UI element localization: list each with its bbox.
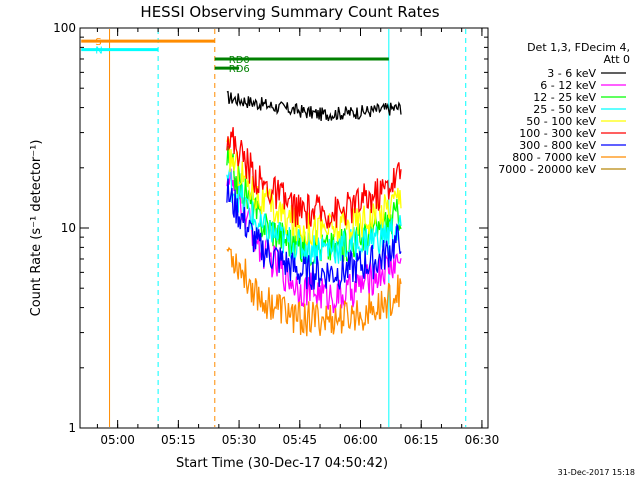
series-line-7 (226, 246, 402, 337)
legend-label-6: 300 - 800 keV (519, 139, 596, 152)
annotation-label-2: RD0 (229, 55, 250, 66)
legend-label-3: 25 - 50 keV (533, 103, 596, 116)
legend-label-0: 3 - 6 keV (547, 67, 596, 80)
y-tick-label-1: 10 (61, 221, 76, 235)
series-line-0 (226, 90, 402, 122)
y-axis-label: Count Rate (s⁻¹ detector⁻¹) (29, 140, 44, 317)
legend-label-5: 100 - 300 keV (519, 127, 596, 140)
x-tick-label-2: 05:30 (222, 433, 257, 447)
chart-title: HESSI Observing Summary Count Rates (140, 3, 439, 21)
series-line-5 (226, 127, 402, 229)
legend-label-7: 800 - 7000 keV (512, 151, 596, 164)
legend-header-line2: Att 0 (604, 53, 630, 66)
legend-header-line1: Det 1,3, FDecim 4, (527, 41, 630, 54)
x-tick-label-6: 06:30 (465, 433, 500, 447)
x-tick-label-4: 06:00 (343, 433, 378, 447)
annotation-label-0: S (95, 37, 101, 48)
x-tick-label-1: 05:15 (161, 433, 196, 447)
x-tick-label-5: 06:15 (404, 433, 439, 447)
series-lines (226, 90, 402, 337)
x-tick-label-3: 05:45 (282, 433, 317, 447)
y-tick-label-2: 100 (53, 21, 76, 35)
x-axis-label: Start Time (30-Dec-17 04:50:42) (176, 456, 388, 471)
footer-timestamp: 31-Dec-2017 15:18 (558, 468, 635, 477)
series-line-6 (226, 178, 402, 290)
axes: 05:00 05:15 05:30 05:45 06:00 06:15 06:30 1 10 10… (53, 21, 499, 447)
legend-label-1: 6 - 12 keV (540, 79, 596, 92)
plot-area (109, 29, 467, 427)
legend-label-2: 12 - 25 keV (533, 91, 596, 104)
y-tick-label-0: 1 (68, 421, 76, 435)
annotation-label-3: RD6 (229, 64, 250, 75)
x-tick-label-0: 05:00 (100, 433, 135, 447)
annotation-label-1: N (95, 46, 102, 57)
series-line-3 (226, 167, 402, 264)
legend-label-4: 50 - 100 keV (526, 115, 596, 128)
legend-label-8: 7000 - 20000 keV (498, 163, 596, 176)
series-line-4 (226, 135, 402, 246)
